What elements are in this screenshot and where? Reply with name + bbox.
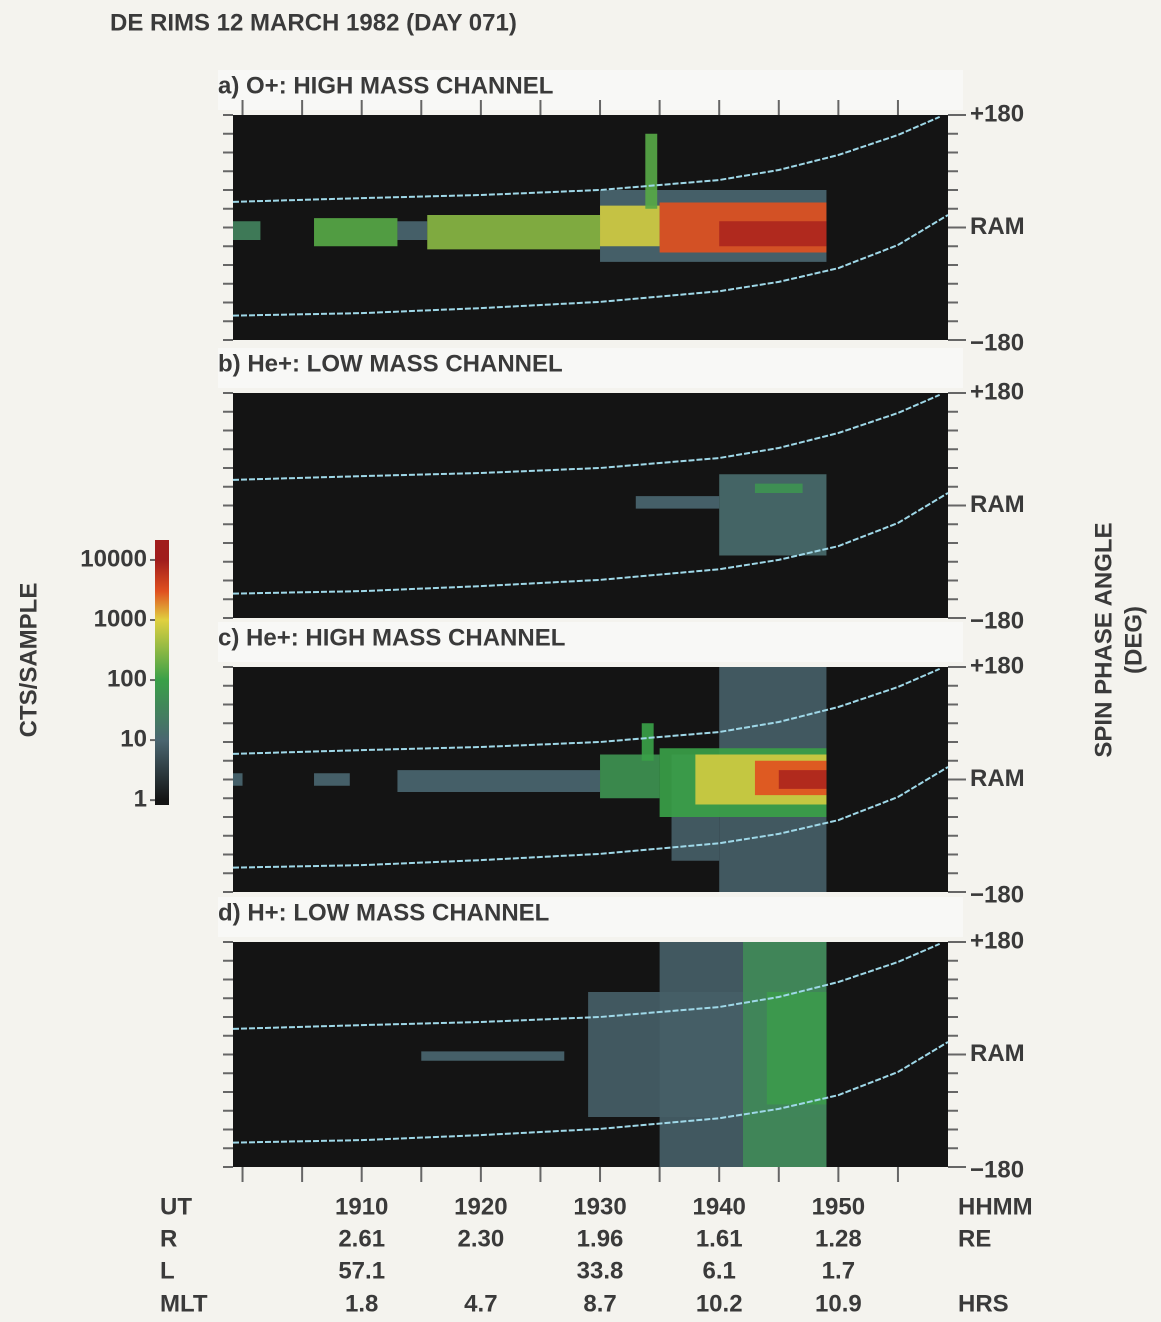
ephemeris-value: 57.1 (338, 1257, 385, 1284)
y-tick-label: −180 (970, 1156, 1024, 1183)
intensity-region (233, 773, 243, 786)
intensity-region (314, 218, 398, 247)
ephemeris-value: 4.7 (464, 1290, 497, 1317)
colorbar-tick-label: 1 (134, 785, 147, 812)
field-curve (232, 942, 941, 1030)
intensity-region (600, 754, 660, 799)
y-tick-label: RAM (970, 213, 1025, 240)
intensity-region (778, 770, 827, 789)
ephemeris-name: L (160, 1257, 175, 1284)
ephemeris-name: MLT (160, 1290, 208, 1317)
y-axis-title: SPIN PHASE ANGLE (1090, 522, 1117, 757)
panel-title: d) H+: LOW MASS CHANNEL (218, 899, 549, 926)
field-curve (232, 115, 941, 203)
y-tick-label: +180 (970, 378, 1024, 405)
ephemeris-unit: HHMM (958, 1193, 1033, 1220)
intensity-region (397, 770, 601, 792)
ephemeris-name: R (160, 1225, 177, 1252)
field-curve (232, 492, 949, 595)
intensity-region (314, 773, 350, 786)
ephemeris-value: 8.7 (583, 1290, 616, 1317)
intensity-region (427, 215, 601, 250)
intensity-region (600, 205, 660, 247)
panel-label-band (218, 348, 963, 388)
intensity-region (766, 992, 827, 1105)
panel-title: c) He+: HIGH MASS CHANNEL (218, 624, 565, 651)
field-curve (232, 1041, 949, 1144)
field-curve (232, 214, 949, 317)
y-tick-label: −180 (970, 881, 1024, 908)
panel-title: a) O+: HIGH MASS CHANNEL (218, 72, 553, 99)
panel-title: b) He+: LOW MASS CHANNEL (218, 350, 563, 377)
ephemeris-value: 10.2 (696, 1290, 743, 1317)
ephemeris-value: 33.8 (577, 1257, 624, 1284)
ephemeris-value: 6.1 (703, 1257, 736, 1284)
ephemeris-value: 1.61 (696, 1225, 743, 1252)
y-tick-label: RAM (970, 491, 1025, 518)
intensity-region (635, 496, 720, 509)
panel-label-band (218, 897, 963, 937)
intensity-region (421, 1051, 565, 1061)
ephemeris-unit: RE (958, 1225, 991, 1252)
intensity-region (645, 133, 658, 209)
intensity-region (397, 221, 428, 240)
y-axis-title: (DEG) (1120, 606, 1147, 674)
y-tick-label: −180 (970, 607, 1024, 634)
ephemeris-value: 2.61 (338, 1225, 385, 1252)
chart-title: DE RIMS 12 MARCH 1982 (DAY 071) (110, 9, 517, 36)
field-curve (232, 766, 949, 869)
ephemeris-value: 1.96 (577, 1225, 624, 1252)
ephemeris-value: 1.8 (345, 1290, 378, 1317)
ephemeris-value: 2.30 (458, 1225, 505, 1252)
colorbar-tick-label: 1000 (94, 605, 147, 632)
ephemeris-value: 1.7 (822, 1257, 855, 1284)
field-curve (232, 667, 941, 755)
y-tick-label: RAM (970, 1040, 1025, 1067)
ephemeris-value: 10.9 (815, 1290, 862, 1317)
y-tick-label: +180 (970, 100, 1024, 127)
y-tick-label: RAM (970, 765, 1025, 792)
ut-label: 1940 (693, 1193, 746, 1220)
intensity-region (754, 483, 803, 493)
colorbar-tick-label: 10000 (80, 545, 147, 572)
colorbar-tick-label: 100 (107, 665, 147, 692)
intensity-region (233, 221, 261, 240)
ephemeris-name: UT (160, 1193, 192, 1220)
colorbar (155, 540, 169, 805)
ut-label: 1950 (812, 1193, 865, 1220)
y-tick-label: +180 (970, 652, 1024, 679)
colorbar-title: CTS/SAMPLE (15, 583, 42, 738)
y-tick-label: +180 (970, 927, 1024, 954)
y-tick-label: −180 (970, 329, 1024, 356)
ut-label: 1910 (335, 1193, 388, 1220)
field-curve (232, 393, 941, 481)
colorbar-tick-label: 10 (120, 725, 147, 752)
ephemeris-value: 1.28 (815, 1225, 862, 1252)
ut-label: 1930 (573, 1193, 626, 1220)
intensity-region (641, 723, 654, 761)
ut-label: 1920 (454, 1193, 507, 1220)
panel-background (233, 393, 948, 618)
ephemeris-unit: HRS (958, 1290, 1009, 1317)
intensity-region (719, 221, 827, 247)
panel-label-band (218, 622, 963, 662)
